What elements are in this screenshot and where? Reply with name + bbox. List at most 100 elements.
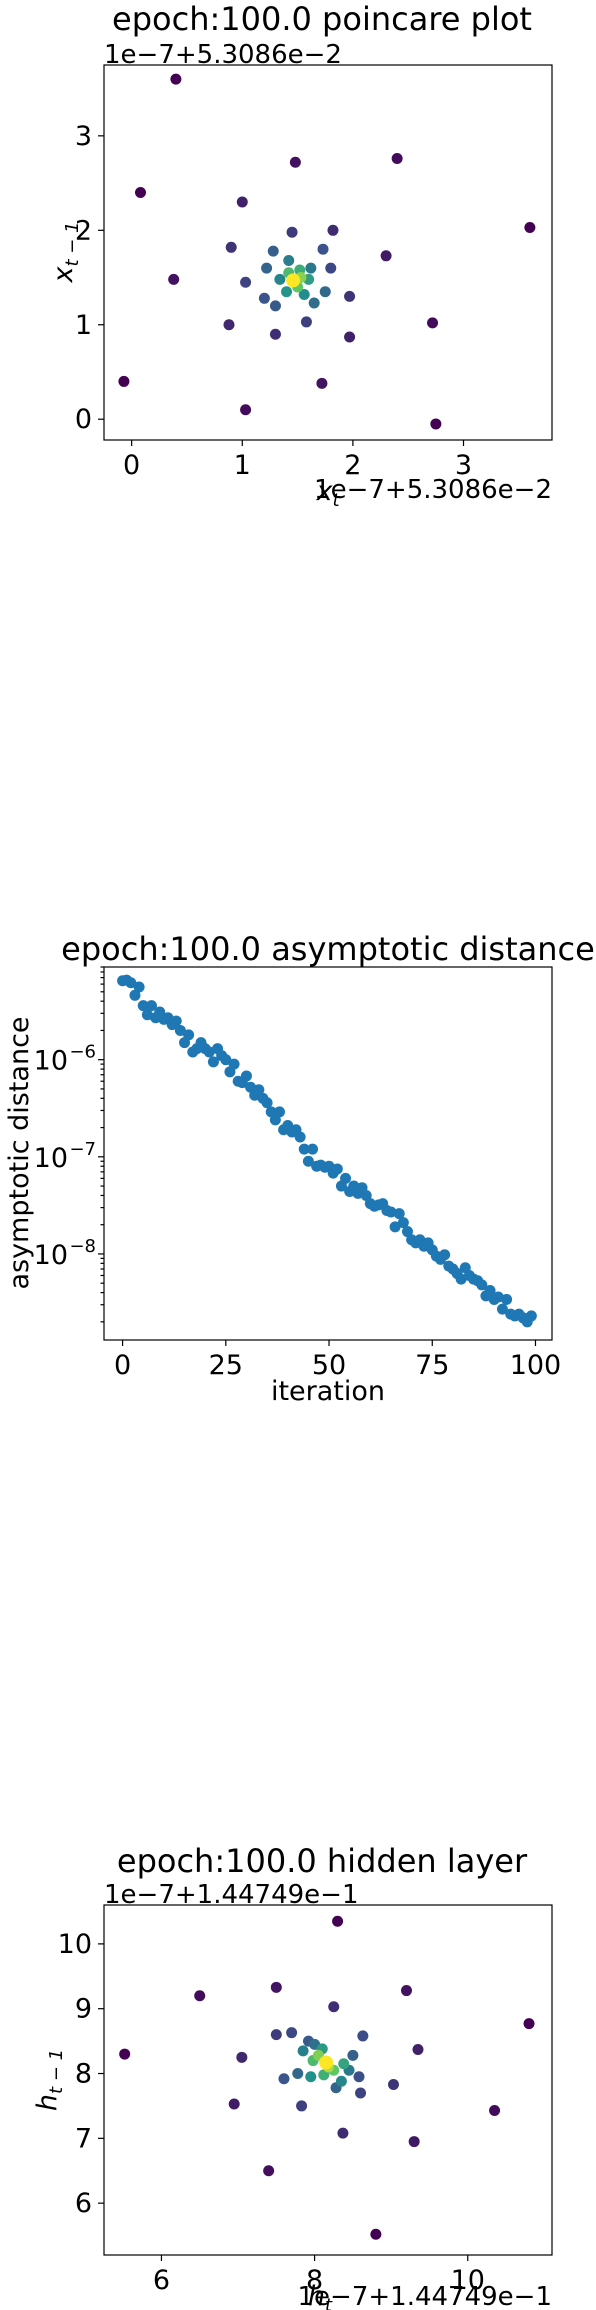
scatter-point [270, 1981, 282, 1993]
scatter-point [225, 241, 237, 253]
scatter-point [228, 1058, 240, 1070]
scatter-point [240, 276, 252, 288]
scatter-point [360, 1189, 372, 1201]
x-tick-label: 75 [415, 1350, 449, 1381]
scatter-point [523, 2018, 535, 2030]
x-tick-label: 100 [510, 1350, 562, 1381]
y-tick-label: 9 [75, 1994, 92, 2025]
scatter-point [170, 1015, 182, 1027]
scatter-point [347, 2049, 359, 2061]
scatter-point [129, 989, 141, 1001]
asymptotic-distance-frame [103, 966, 553, 1341]
scatter-point [286, 2027, 298, 2039]
scatter-point [344, 290, 356, 302]
x-tick-label: 25 [209, 1350, 243, 1381]
asymptotic-distance-chart: epoch:100.0 asymptotic distance 0 25 50 75 1… [4, 930, 595, 1407]
scatter-point [145, 1000, 157, 1012]
scatter-point [135, 187, 147, 199]
scatter-point [476, 1279, 488, 1291]
scatter-point [489, 2104, 501, 2116]
scatter-point [302, 1155, 314, 1167]
scatter-point [298, 1143, 310, 1155]
scatter-point [183, 1029, 195, 1041]
poincare-plot-title: epoch:100.0 poincare plot [112, 0, 532, 38]
scatter-point [137, 1000, 149, 1012]
scatter-point [286, 226, 298, 238]
scatter-point [281, 286, 293, 298]
scatter-point [387, 2079, 399, 2091]
scatter-point [327, 224, 339, 236]
scatter-point [335, 2075, 347, 2087]
scatter-point [220, 1054, 232, 1066]
y-tick-label: 2 [75, 215, 92, 246]
asymptotic-distance-x-label: iteration [271, 1376, 385, 1407]
scatter-point [524, 221, 536, 233]
scatter-point [298, 289, 310, 301]
scatter-point [317, 243, 329, 255]
y-tick-exponent: −8 [69, 1236, 96, 1257]
hidden-layer-y-ticks: 6 7 8 9 10 [58, 1929, 104, 2219]
hidden-layer-title: epoch:100.0 hidden layer [117, 1842, 528, 1880]
scatter-point [325, 262, 337, 274]
x-tick-label: 0 [123, 450, 140, 481]
asymptotic-distance-points [117, 974, 537, 1328]
scatter-point [236, 196, 248, 208]
scatter-point [133, 981, 145, 993]
hidden-layer-frame [103, 1904, 553, 2256]
poincare-plot-x-offset: 1e−7+5.3086e−2 [314, 475, 552, 505]
scatter-point [385, 1206, 397, 1218]
scatter-point [269, 300, 281, 312]
hidden-layer-chart: epoch:100.0 hidden layer 1e−7+1.44749e−1… [32, 1842, 553, 2310]
scatter-point [261, 262, 273, 274]
scatter-point [307, 1143, 319, 1155]
y-tick-exponent: −6 [69, 1042, 96, 1063]
scatter-point [168, 273, 180, 285]
scatter-point [203, 1046, 215, 1058]
x-tick-label: 3 [455, 450, 472, 481]
scatter-point [253, 1084, 265, 1096]
scatter-point [427, 317, 439, 329]
scatter-point [357, 2030, 369, 2042]
scatter-point [400, 1985, 412, 1997]
scatter-point [118, 375, 130, 387]
scatter-point [261, 1097, 273, 1109]
y-tick-label: 0 [75, 404, 92, 435]
y-tick-label: 3 [75, 121, 92, 152]
hidden-layer-y-label: ht − 1 [32, 2049, 67, 2111]
asymptotic-distance-title: epoch:100.0 asymptotic distance [61, 930, 595, 968]
asymptotic-distance-x-ticks: 0 25 50 75 100 [114, 1340, 561, 1381]
y-tick-label: 7 [75, 2123, 92, 2154]
scatter-point [240, 1070, 252, 1082]
scatter-point [263, 2165, 275, 2177]
scatter-point [258, 292, 270, 304]
y-tick-label: 10 [34, 1046, 68, 1077]
scatter-point [484, 1285, 496, 1297]
scatter-point [353, 2071, 365, 2083]
scatter-point [274, 273, 286, 285]
scatter-point [267, 245, 279, 257]
scatter-point [292, 2068, 304, 2080]
scatter-point [174, 1024, 186, 1036]
asymptotic-distance-y-ticks: 10−810−710−6 [34, 966, 104, 1323]
scatter-point [308, 297, 320, 309]
scatter-point [408, 2136, 420, 2148]
scatter-point [370, 2228, 382, 2240]
scatter-point [283, 255, 295, 267]
scatter-point [439, 1249, 451, 1261]
y-tick-exponent: −7 [69, 1139, 96, 1160]
hidden-layer-x-offset: 1e−7+1.44749e−1 [298, 2282, 553, 2310]
poincare-plot-points [118, 73, 536, 430]
scatter-point [119, 2048, 131, 2060]
scatter-point [355, 2087, 367, 2099]
scatter-point [270, 2029, 282, 2041]
x-tick-label: 10 [451, 2265, 485, 2296]
scatter-point [316, 377, 328, 389]
scatter-point [380, 250, 392, 262]
scatter-point [338, 2058, 350, 2070]
x-tick-label: 1 [234, 450, 251, 481]
y-tick-label: 1 [75, 310, 92, 341]
scatter-point [228, 2098, 240, 2110]
scatter-point [269, 328, 281, 340]
scatter-point [297, 2045, 309, 2057]
